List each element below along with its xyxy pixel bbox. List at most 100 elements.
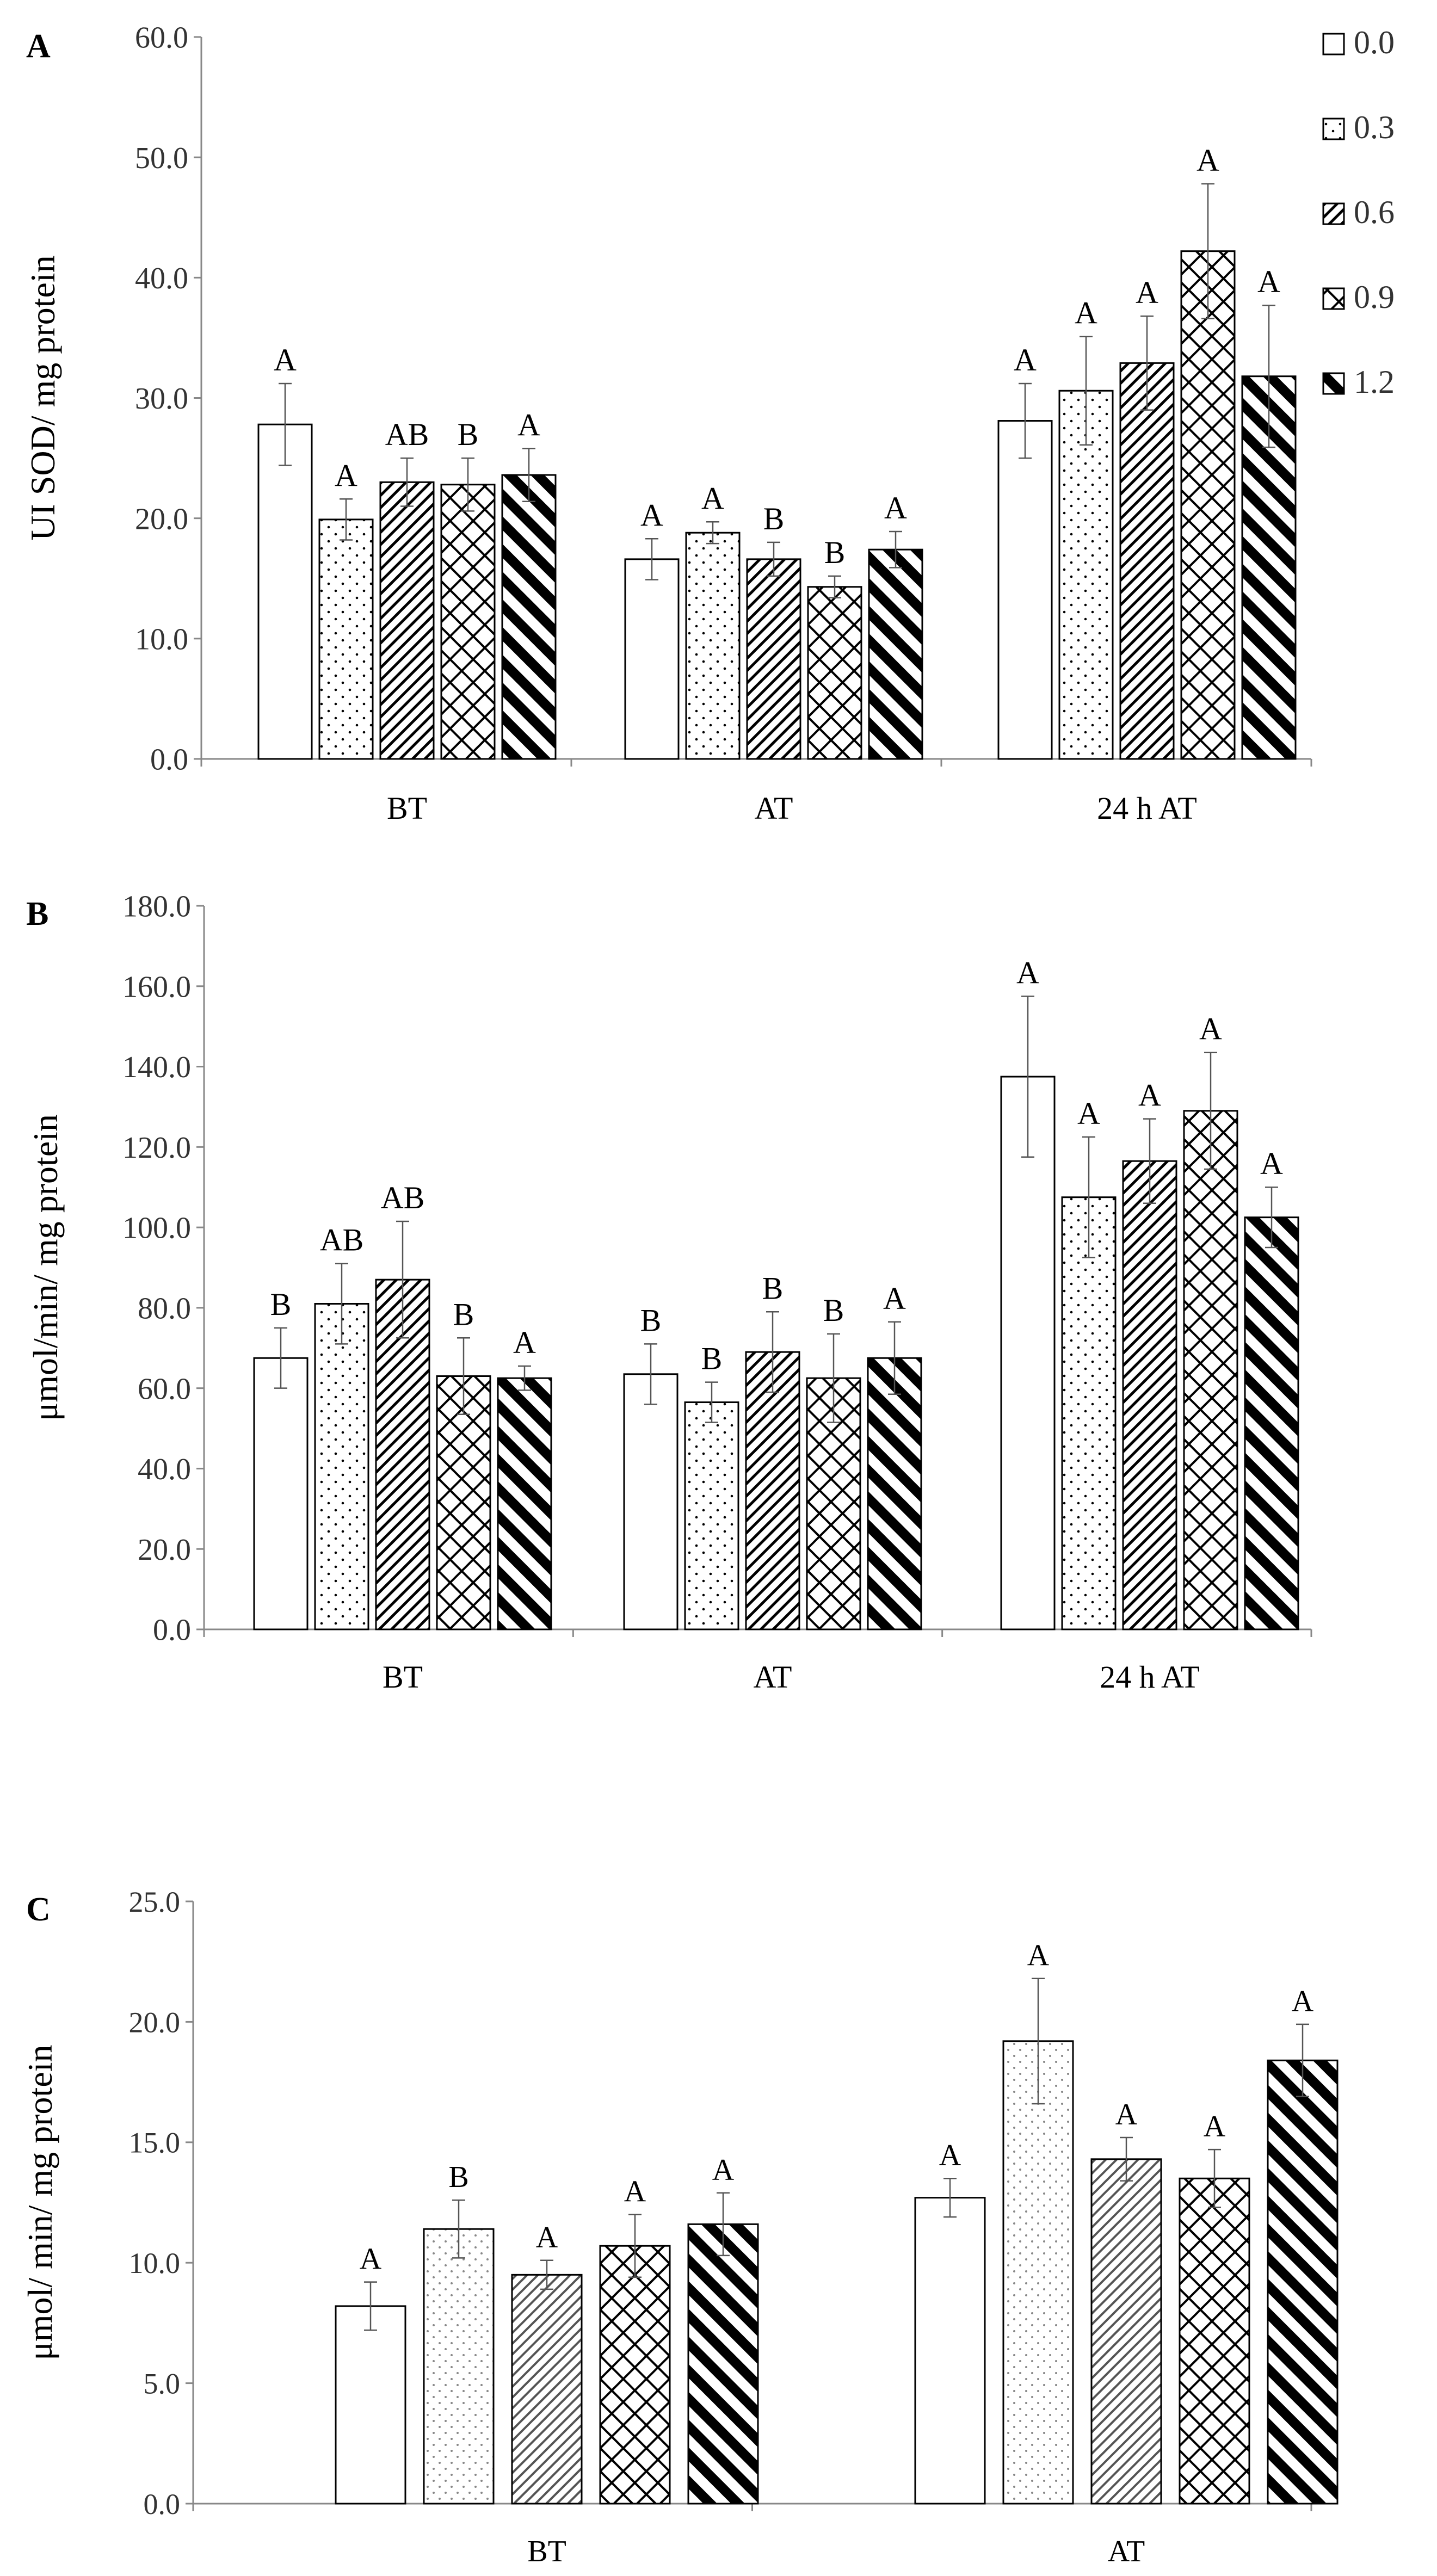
bar-B-0.3-AT [684,1401,739,1630]
bar-C-0.3-BT [423,2228,495,2505]
bar-B-0.3-24-h-AT [1061,1196,1117,1630]
bar-B-0.0-AT [623,1373,679,1630]
legend-label: 1.2 [1354,364,1395,400]
significance-letter: A [1204,2110,1226,2143]
y-tick-label: 140.0 [122,1051,191,1084]
bar-A-0.0-AT [624,558,680,760]
panel-label: C [26,1891,51,1928]
significance-letter: A [274,342,297,378]
bar-B-0.0-BT [253,1357,309,1630]
significance-letter: B [824,535,846,570]
y-tick-label: 0.0 [144,2488,181,2521]
significance-letter: A [1075,295,1097,331]
y-tick-label: 10.0 [135,622,188,656]
legend-swatch-0.3 [1322,118,1345,140]
legend-label: 0.6 [1354,194,1395,230]
bar-B-0.9-24-h-AT [1183,1110,1238,1630]
significance-letter: AB [385,417,429,452]
category-label: BT [387,790,427,826]
bar-C-0.6-BT [511,2274,583,2505]
bar-B-0.3-BT [314,1303,369,1630]
significance-letter: A [1077,1096,1100,1131]
y-tick-label: 50.0 [135,141,188,175]
y-tick-label: 20.0 [129,2006,181,2038]
y-tick-label: 180.0 [122,890,191,924]
bar-C-1.2-AT [1267,2059,1339,2505]
bar-A-0.3-BT [318,518,374,760]
bar-C-0.6-AT [1090,2158,1162,2505]
category-label: 24 h AT [1100,1659,1200,1695]
legend-label: 0.0 [1354,24,1395,60]
significance-letter: A [712,2153,735,2187]
significance-letter: A [1016,955,1039,990]
significance-letter: A [513,1325,536,1360]
category-label: AT [755,790,793,826]
legend: 0.0 0.3 0.6 0.9 1.2 [1322,24,1395,400]
bar-B-1.2-AT [867,1357,922,1630]
y-axis-label: UI SOD/ mg protein [23,255,62,540]
y-tick-label: 120.0 [122,1131,191,1165]
bar-B-0.0-24-h-AT [1000,1076,1056,1630]
significance-letter: A [1115,2098,1138,2132]
bar-C-1.2-BT [687,2223,759,2505]
significance-letter: B [458,417,479,452]
bar-A-0.3-AT [685,532,741,760]
bar-A-0.9-BT [440,484,496,760]
category-label: BT [527,2535,566,2568]
y-tick-label: 40.0 [135,262,188,295]
significance-letter: A [939,2139,961,2172]
bar-A-0.3-24-h-AT [1058,390,1114,760]
bar-B-1.2-BT [497,1377,552,1630]
significance-letter: B [640,1302,662,1338]
y-tick-label: 30.0 [135,382,188,416]
y-tick-label: 0.0 [153,1614,191,1647]
significance-letter: B [453,1296,474,1332]
significance-letter: A [1260,1146,1283,1181]
chart-panel-A: A UI SOD/ mg protein 0.0 10.0 20.0 30.0 40.0 50… [23,21,1312,826]
category-label: AT [754,1659,792,1695]
legend-swatch-0.9 [1322,287,1345,310]
y-tick-label: 40.0 [138,1453,191,1486]
significance-letter: A [536,2221,558,2254]
bar-A-0.9-24-h-AT [1180,250,1236,760]
y-tick-label: 25.0 [129,1886,181,1918]
bar-A-0.6-AT [746,558,801,760]
legend-swatch-0.6 [1322,202,1345,225]
significance-letter: B [701,1341,723,1376]
bar-B-0.6-24-h-AT [1122,1160,1177,1630]
category-label: AT [1108,2535,1145,2568]
y-tick-label: 160.0 [122,970,191,1004]
significance-letter: A [640,497,663,533]
significance-letter: A [517,407,540,442]
significance-letter: A [701,480,724,516]
bar-C-0.0-BT [335,2305,406,2505]
significance-letter: A [1027,1939,1050,1973]
y-tick-label: 15.0 [129,2127,181,2159]
significance-letter: A [884,490,907,526]
legend-label: 0.3 [1354,109,1395,145]
bar-B-0.6-AT [745,1351,800,1630]
bar-A-1.2-BT [501,474,557,760]
significance-letter: AB [381,1180,425,1215]
bar-A-0.9-AT [807,586,862,760]
bar-A-0.6-24-h-AT [1119,362,1175,760]
significance-letter: B [448,2160,468,2194]
bar-B-1.2-24-h-AT [1244,1216,1299,1630]
significance-letter: A [1014,342,1037,378]
significance-letter: B [763,501,785,536]
y-axis-label: μmol/ min/ mg protein [21,2044,59,2360]
panel-label: B [26,895,48,932]
y-tick-label: 60.0 [138,1372,191,1406]
legend-label: 0.9 [1354,279,1395,315]
bar-C-0.9-AT [1179,2177,1250,2505]
y-tick-label: 80.0 [138,1292,191,1325]
legend-swatch-1.2 [1322,372,1345,395]
bar-A-0.0-24-h-AT [997,420,1053,760]
y-tick-label: 100.0 [122,1212,191,1245]
significance-letter: AB [320,1222,364,1258]
bar-C-0.9-BT [599,2245,671,2505]
significance-letter: A [624,2175,646,2209]
significance-letter: A [1138,1078,1161,1113]
